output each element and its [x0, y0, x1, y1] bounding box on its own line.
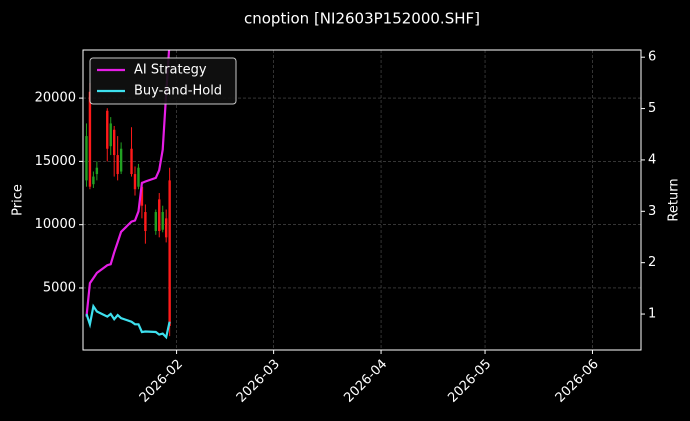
candle-body [158, 199, 161, 232]
candle-body [168, 180, 171, 326]
candle-body [88, 91, 92, 187]
candle-body [161, 212, 164, 230]
legend-label: AI Strategy [134, 63, 207, 78]
candle-body [116, 155, 119, 175]
candle-body [112, 129, 116, 156]
return-line [85, 50, 171, 317]
y-axis-label: Price [11, 184, 26, 216]
y2-tick-label: 6 [648, 50, 656, 65]
candle-body [164, 218, 168, 238]
candle-body [144, 212, 147, 232]
y2-tick-label: 5 [648, 101, 656, 116]
candle-body [119, 148, 123, 172]
y-tick-label: 5000 [43, 280, 76, 295]
y-tick-label: 20000 [35, 91, 76, 106]
candle-body [106, 110, 109, 149]
legend-box [89, 57, 237, 105]
x-tick-label: 2026-03 [234, 357, 283, 406]
y2-tick-label: 2 [648, 255, 656, 270]
x-tick-label: 2026-05 [445, 357, 494, 406]
x-tick-label: 2026-04 [341, 357, 390, 406]
candle-body [140, 186, 144, 206]
candle-body [130, 148, 133, 175]
y2-tick-label: 4 [648, 152, 656, 167]
candle-body [92, 176, 95, 185]
y-tick-label: 15000 [35, 154, 76, 169]
chart-title: cnoption [NI2603P152000.SHF] [244, 10, 480, 28]
plot-frame [82, 49, 642, 351]
candle-body [85, 136, 88, 181]
candle-body [154, 212, 157, 232]
x-tick-label: 2026-06 [553, 357, 602, 406]
y2-tick-label: 1 [648, 307, 656, 322]
plot-area [85, 50, 171, 340]
legend-label: Buy-and-Hold [134, 84, 222, 99]
candle-body [137, 167, 140, 187]
y-tick-label: 10000 [35, 217, 76, 232]
y2-axis-label: Return [667, 178, 682, 221]
candle-body [109, 123, 112, 147]
candle-body [133, 174, 137, 190]
y2-tick-label: 3 [648, 204, 656, 219]
x-tick-label: 2026-02 [137, 357, 186, 406]
candle-body [95, 167, 99, 175]
return-line [85, 303, 171, 340]
